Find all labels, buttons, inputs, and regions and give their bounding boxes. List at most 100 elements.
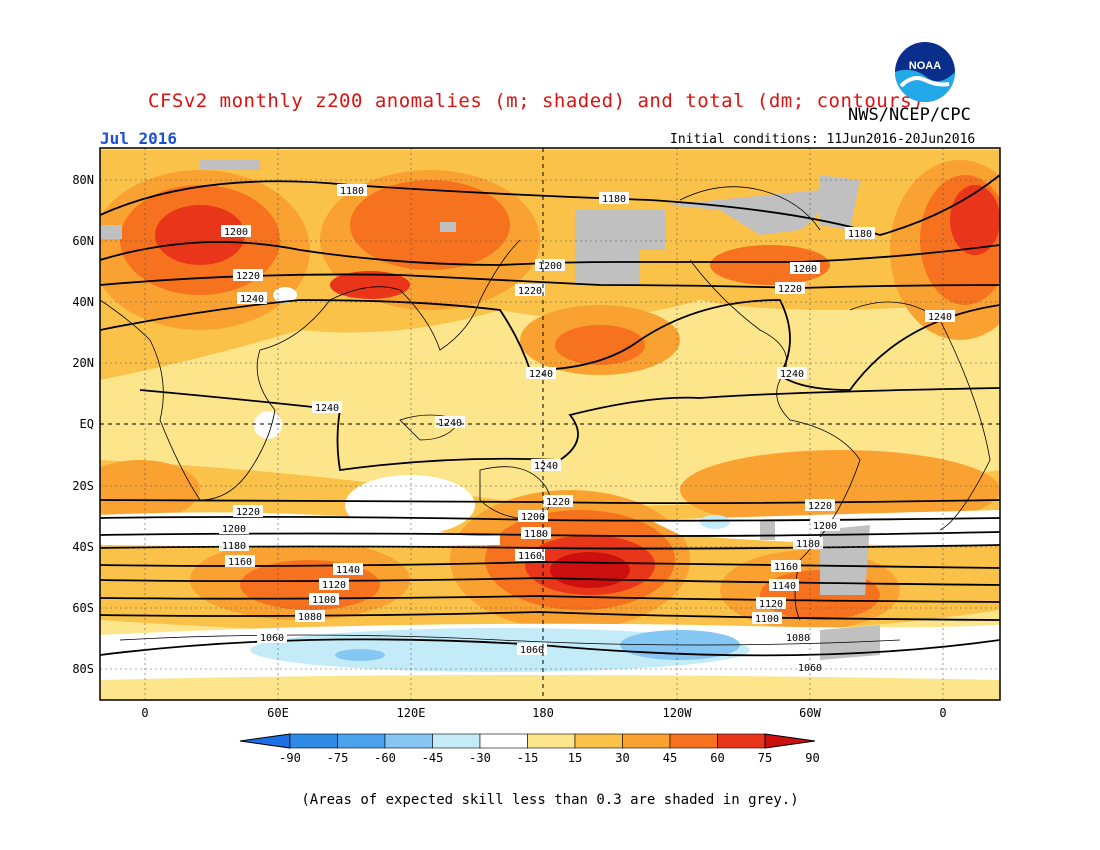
contour-label: 1220 bbox=[546, 497, 570, 508]
contour-label: 1200 bbox=[813, 521, 837, 532]
contour-label: 1220 bbox=[236, 271, 260, 282]
contour-label-box bbox=[543, 495, 573, 507]
colorbar-swatch bbox=[527, 733, 576, 749]
contour-label: 1240 bbox=[438, 418, 462, 429]
contour-label: 1080 bbox=[298, 612, 322, 623]
lon-label: 60W bbox=[799, 706, 821, 720]
colorbar-high-arrow bbox=[764, 733, 816, 749]
contour-label: 1160 bbox=[518, 551, 542, 562]
contour-label-box bbox=[233, 269, 263, 281]
lat-label: 40S bbox=[72, 540, 94, 554]
contour-label-box bbox=[295, 610, 325, 622]
grid-lines bbox=[100, 148, 1000, 700]
chart-title: CFSv2 monthly z200 anomalies (m; shaded)… bbox=[148, 90, 925, 112]
agency-label: NWS/NCEP/CPC bbox=[848, 105, 971, 125]
lon-label: 120W bbox=[663, 706, 693, 720]
contour-label-box bbox=[783, 631, 813, 643]
contour-label-box bbox=[515, 549, 545, 561]
contour-label: 1180 bbox=[796, 539, 820, 550]
contour-label: 1120 bbox=[759, 599, 783, 610]
contour-label: 1240 bbox=[315, 403, 339, 414]
colorbar-tick-label: -15 bbox=[517, 751, 539, 765]
lat-label: 60N bbox=[72, 234, 94, 248]
contour-label-box bbox=[312, 401, 342, 413]
contour-label: 1180 bbox=[848, 229, 872, 240]
contour-label: 1180 bbox=[602, 194, 626, 205]
colorbar-tick-label: 75 bbox=[758, 751, 772, 765]
contour-label-box bbox=[233, 505, 263, 517]
colorbar-tick-label: -30 bbox=[469, 751, 491, 765]
contour-label: 1200 bbox=[793, 264, 817, 275]
colorbar-swatch bbox=[717, 733, 766, 749]
contour-label-box bbox=[752, 612, 782, 624]
lat-label: 40N bbox=[72, 295, 94, 309]
contour-label-box bbox=[756, 597, 786, 609]
contour-label: 1220 bbox=[778, 284, 802, 295]
forecast-month: Jul 2016 bbox=[100, 129, 178, 148]
contour-label-box bbox=[518, 510, 548, 522]
colorbar-swatch bbox=[622, 733, 671, 749]
contour-label: 1200 bbox=[222, 524, 246, 535]
contour-label-box bbox=[515, 284, 545, 296]
contour-label: 1220 bbox=[808, 501, 832, 512]
contour-label-box bbox=[599, 192, 629, 204]
contour-label-box bbox=[237, 292, 267, 304]
contour-label-box bbox=[769, 579, 799, 591]
contour-label-box bbox=[257, 631, 287, 643]
contour-label-box bbox=[810, 519, 840, 531]
lat-label: 20S bbox=[72, 479, 94, 493]
contour-label: 1060 bbox=[260, 633, 284, 644]
reference-lines bbox=[100, 148, 1000, 700]
contour-label: 1100 bbox=[755, 614, 779, 625]
contour-label: 1200 bbox=[224, 227, 248, 238]
contour-label-box bbox=[845, 227, 875, 239]
contour-label: 1220 bbox=[236, 507, 260, 518]
colorbar-tick-label: 45 bbox=[663, 751, 677, 765]
lat-label: EQ bbox=[80, 417, 94, 431]
lat-label: 80N bbox=[72, 173, 94, 187]
contour-label-box bbox=[775, 282, 805, 294]
contour-label-box bbox=[771, 560, 801, 572]
contour-label-box bbox=[795, 661, 825, 673]
colorbar-swatch bbox=[574, 733, 623, 749]
colorbar-swatch bbox=[337, 733, 386, 749]
latitude-labels: 80N 60N 40N 20N EQ 20S 40S 60S 80S bbox=[72, 173, 94, 676]
contour-label-box bbox=[333, 563, 363, 575]
map-frame bbox=[99, 147, 1001, 701]
contour-label-box bbox=[925, 310, 955, 322]
colorbar-tick-label: -75 bbox=[327, 751, 349, 765]
colorbar-tick-label: 30 bbox=[615, 751, 629, 765]
contour-label: 1240 bbox=[240, 294, 264, 305]
contour-label: 1080 bbox=[786, 633, 810, 644]
lon-label: 180 bbox=[532, 706, 554, 720]
contour-label-box bbox=[337, 184, 367, 196]
colorbar-swatch bbox=[432, 733, 481, 749]
contour-label-box bbox=[517, 643, 547, 655]
lat-label: 80S bbox=[72, 662, 94, 676]
contour-label-box bbox=[526, 367, 556, 379]
contour-label-box bbox=[319, 578, 349, 590]
contour-label: 1200 bbox=[538, 261, 562, 272]
contour-label-box bbox=[309, 593, 339, 605]
contour-label-box bbox=[221, 225, 251, 237]
colorbar-tick-label: 60 bbox=[710, 751, 724, 765]
contour-label-box bbox=[225, 555, 255, 567]
contour-label: 1060 bbox=[520, 645, 544, 656]
colorbar-tick-label: 90 bbox=[805, 751, 819, 765]
contour-label: 1140 bbox=[772, 581, 796, 592]
contour-label: 1120 bbox=[322, 580, 346, 591]
contour-label: 1180 bbox=[340, 186, 364, 197]
colorbar-tick-label: -60 bbox=[374, 751, 396, 765]
colorbar-swatch bbox=[289, 733, 338, 749]
contour-label: 1240 bbox=[780, 369, 804, 380]
contour-label: 1140 bbox=[336, 565, 360, 576]
contour-label: 1160 bbox=[228, 557, 252, 568]
colorbar-tick-label: 15 bbox=[568, 751, 582, 765]
colorbar-swatch bbox=[479, 733, 528, 749]
lat-label: 20N bbox=[72, 356, 94, 370]
contour-labels: 1180 1200 1220 1240 1200 1220 1240 1180 1180 1200… bbox=[219, 184, 955, 674]
contour-label-box bbox=[435, 416, 465, 428]
longitude-labels: 0 60E 120E 180 120W 60W 0 bbox=[141, 706, 946, 720]
contour-label: 1240 bbox=[529, 369, 553, 380]
